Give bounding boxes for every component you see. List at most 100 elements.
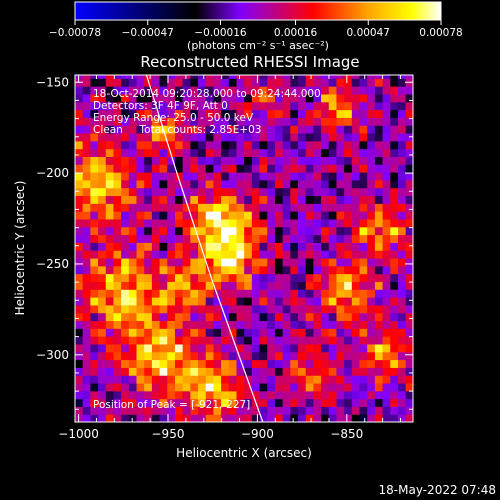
heatmap-cell xyxy=(98,109,107,118)
heatmap-cell xyxy=(174,125,184,134)
heatmap-cell xyxy=(198,109,207,118)
heatmap-cell xyxy=(198,273,207,282)
heatmap-cell xyxy=(259,234,268,243)
heatmap-cell xyxy=(405,273,413,282)
x-tick-label: −850 xyxy=(330,427,363,441)
heatmap-cell xyxy=(274,351,284,361)
heatmap-cell xyxy=(267,195,276,204)
heatmap-cell xyxy=(213,75,222,79)
heatmap-cell xyxy=(251,265,261,275)
heatmap-cell xyxy=(205,156,215,165)
heatmap-cell xyxy=(344,75,353,79)
heatmap-cell xyxy=(328,304,338,314)
heatmap-cell xyxy=(351,211,361,220)
heatmap-cell xyxy=(144,148,153,157)
heatmap-cell xyxy=(359,75,368,79)
heatmap-cell xyxy=(159,414,168,422)
heatmap-cell xyxy=(313,414,322,422)
heatmap-cell xyxy=(267,297,276,306)
heatmap-cell xyxy=(321,398,330,407)
heatmap-cell xyxy=(367,414,376,422)
heatmap-cell xyxy=(174,218,184,228)
heatmap-cell xyxy=(174,117,184,126)
heatmap-cell xyxy=(198,179,207,189)
heatmap-cell xyxy=(382,148,391,157)
heatmap-cell xyxy=(98,398,107,407)
heatmap-cell xyxy=(75,351,84,361)
heatmap-cell xyxy=(190,312,199,322)
heatmap-cell xyxy=(274,86,284,95)
y-tick-label: −300 xyxy=(36,348,69,362)
heatmap-cell xyxy=(121,336,130,345)
heatmap-cell xyxy=(121,312,130,322)
heatmap-cell xyxy=(390,320,399,329)
heatmap-cell xyxy=(351,414,361,422)
heatmap-cell xyxy=(321,320,330,329)
heatmap-cell xyxy=(397,336,407,345)
heatmap-cell xyxy=(105,78,115,87)
heatmap-cell xyxy=(136,265,145,275)
heatmap-cell xyxy=(397,289,407,298)
heatmap-cell xyxy=(213,375,222,384)
heatmap-cell xyxy=(190,398,199,407)
heatmap-cell xyxy=(151,148,161,157)
heatmap-cell xyxy=(82,336,91,345)
heatmap-cell xyxy=(267,164,276,173)
heatmap-cell xyxy=(351,375,361,384)
heatmap-cell xyxy=(121,382,130,392)
heatmap-cell xyxy=(167,328,176,337)
heatmap-cell xyxy=(397,297,407,306)
heatmap-cell xyxy=(344,172,353,181)
heatmap-cell xyxy=(190,140,199,150)
colorbar: −0.00078 −0.00047 −0.00016 0.00016 0.00047 0.… xyxy=(49,1,463,52)
heatmap-cell xyxy=(267,242,276,251)
heatmap-cell xyxy=(136,367,145,376)
heatmap-cell xyxy=(251,328,261,337)
heatmap-cell xyxy=(190,164,199,173)
heatmap-cell xyxy=(274,304,284,314)
heatmap-cell xyxy=(328,382,338,392)
heatmap-cell xyxy=(159,336,168,345)
heatmap-cell xyxy=(151,218,161,228)
heatmap-cell xyxy=(397,320,407,329)
heatmap-cell xyxy=(182,195,191,204)
heatmap-cell xyxy=(336,78,345,87)
heatmap-cell xyxy=(397,117,407,126)
heatmap-cell xyxy=(274,203,284,212)
heatmap-cell xyxy=(167,86,176,95)
heatmap-cell xyxy=(321,297,330,306)
heatmap-cell xyxy=(105,148,115,157)
heatmap-cell xyxy=(298,86,307,95)
heatmap-cell xyxy=(236,265,245,275)
heatmap-cell xyxy=(159,211,168,220)
heatmap-cell xyxy=(205,226,215,236)
heatmap-cell xyxy=(282,273,291,282)
heatmap-cell xyxy=(259,304,268,314)
heatmap-cell xyxy=(274,179,284,189)
heatmap-cell xyxy=(282,187,291,197)
heatmap-cell xyxy=(221,367,230,376)
heatmap-cell xyxy=(113,218,122,228)
heatmap-cell xyxy=(82,375,91,384)
heatmap-cell xyxy=(128,187,138,197)
heatmap-cell xyxy=(182,156,191,165)
heatmap-cell xyxy=(236,375,245,384)
heatmap-cell xyxy=(305,78,314,87)
heatmap-cell xyxy=(321,78,330,87)
heatmap-cell xyxy=(98,211,107,220)
heatmap-cell xyxy=(405,312,413,322)
heatmap-cell xyxy=(174,187,184,197)
heatmap-cell xyxy=(328,218,338,228)
heatmap-cell xyxy=(397,164,407,173)
heatmap-cell xyxy=(167,211,176,220)
heatmap-cell xyxy=(290,78,299,87)
heatmap-cell xyxy=(174,250,184,259)
heatmap-cell xyxy=(274,101,284,111)
heatmap-cell xyxy=(244,195,253,204)
heatmap-cell xyxy=(90,312,99,322)
heatmap-cell xyxy=(136,125,145,134)
heatmap-cell xyxy=(105,156,115,165)
heatmap-cell xyxy=(259,140,268,150)
heatmap-cell xyxy=(121,250,130,259)
heatmap-cell xyxy=(405,336,413,345)
